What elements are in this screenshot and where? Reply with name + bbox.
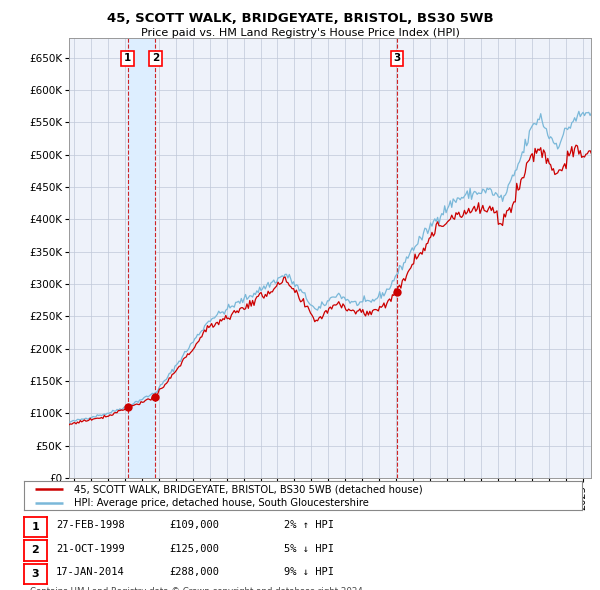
Bar <box>128 38 155 478</box>
Text: 45, SCOTT WALK, BRIDGEYATE, BRISTOL, BS30 5WB: 45, SCOTT WALK, BRIDGEYATE, BRISTOL, BS3… <box>107 12 493 25</box>
Text: Price paid vs. HM Land Registry's House Price Index (HPI): Price paid vs. HM Land Registry's House … <box>140 28 460 38</box>
Text: £125,000: £125,000 <box>170 544 220 553</box>
Text: 2: 2 <box>152 53 159 63</box>
Text: Contains HM Land Registry data © Crown copyright and database right 2024.: Contains HM Land Registry data © Crown c… <box>30 587 365 590</box>
Text: HPI: Average price, detached house, South Gloucestershire: HPI: Average price, detached house, Sout… <box>74 498 369 508</box>
Text: 5% ↓ HPI: 5% ↓ HPI <box>284 544 334 553</box>
Text: 21-OCT-1999: 21-OCT-1999 <box>56 544 125 553</box>
Text: 45, SCOTT WALK, BRIDGEYATE, BRISTOL, BS30 5WB (detached house): 45, SCOTT WALK, BRIDGEYATE, BRISTOL, BS3… <box>74 484 423 494</box>
Text: 2% ↑ HPI: 2% ↑ HPI <box>284 520 334 530</box>
Text: 2: 2 <box>32 546 39 555</box>
Text: 27-FEB-1998: 27-FEB-1998 <box>56 520 125 530</box>
Text: 9% ↓ HPI: 9% ↓ HPI <box>284 568 334 577</box>
Text: £288,000: £288,000 <box>170 568 220 577</box>
Text: 3: 3 <box>32 569 39 579</box>
Text: 17-JAN-2014: 17-JAN-2014 <box>56 568 125 577</box>
Text: 1: 1 <box>124 53 131 63</box>
Text: 3: 3 <box>393 53 400 63</box>
Text: £109,000: £109,000 <box>170 520 220 530</box>
Text: 1: 1 <box>32 522 39 532</box>
